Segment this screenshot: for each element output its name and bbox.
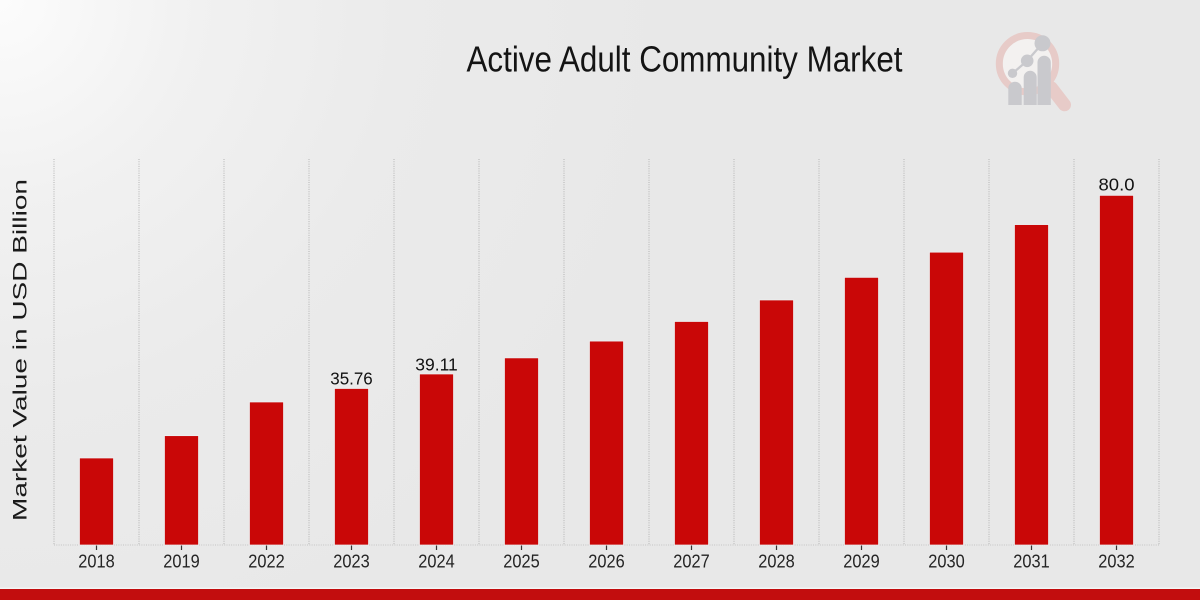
svg-text:35.76: 35.76 (330, 369, 373, 389)
svg-text:39.11: 39.11 (415, 355, 458, 375)
svg-text:2022: 2022 (248, 552, 284, 572)
svg-text:2027: 2027 (673, 552, 709, 572)
svg-text:2023: 2023 (333, 552, 369, 572)
svg-text:2018: 2018 (78, 552, 114, 572)
svg-text:2019: 2019 (163, 552, 199, 572)
svg-text:2025: 2025 (503, 552, 539, 572)
svg-text:2030: 2030 (928, 552, 964, 572)
svg-text:2031: 2031 (1013, 552, 1049, 572)
svg-text:2028: 2028 (758, 552, 794, 572)
svg-text:2032: 2032 (1098, 552, 1134, 572)
svg-text:2026: 2026 (588, 552, 624, 572)
svg-text:80.0: 80.0 (1099, 175, 1135, 195)
svg-text:2029: 2029 (843, 552, 879, 572)
svg-text:Market Value in USD Billion: Market Value in USD Billion (10, 179, 32, 521)
svg-text:Active Adult Community Market: Active Adult Community Market (467, 39, 903, 80)
svg-text:2024: 2024 (418, 552, 454, 572)
